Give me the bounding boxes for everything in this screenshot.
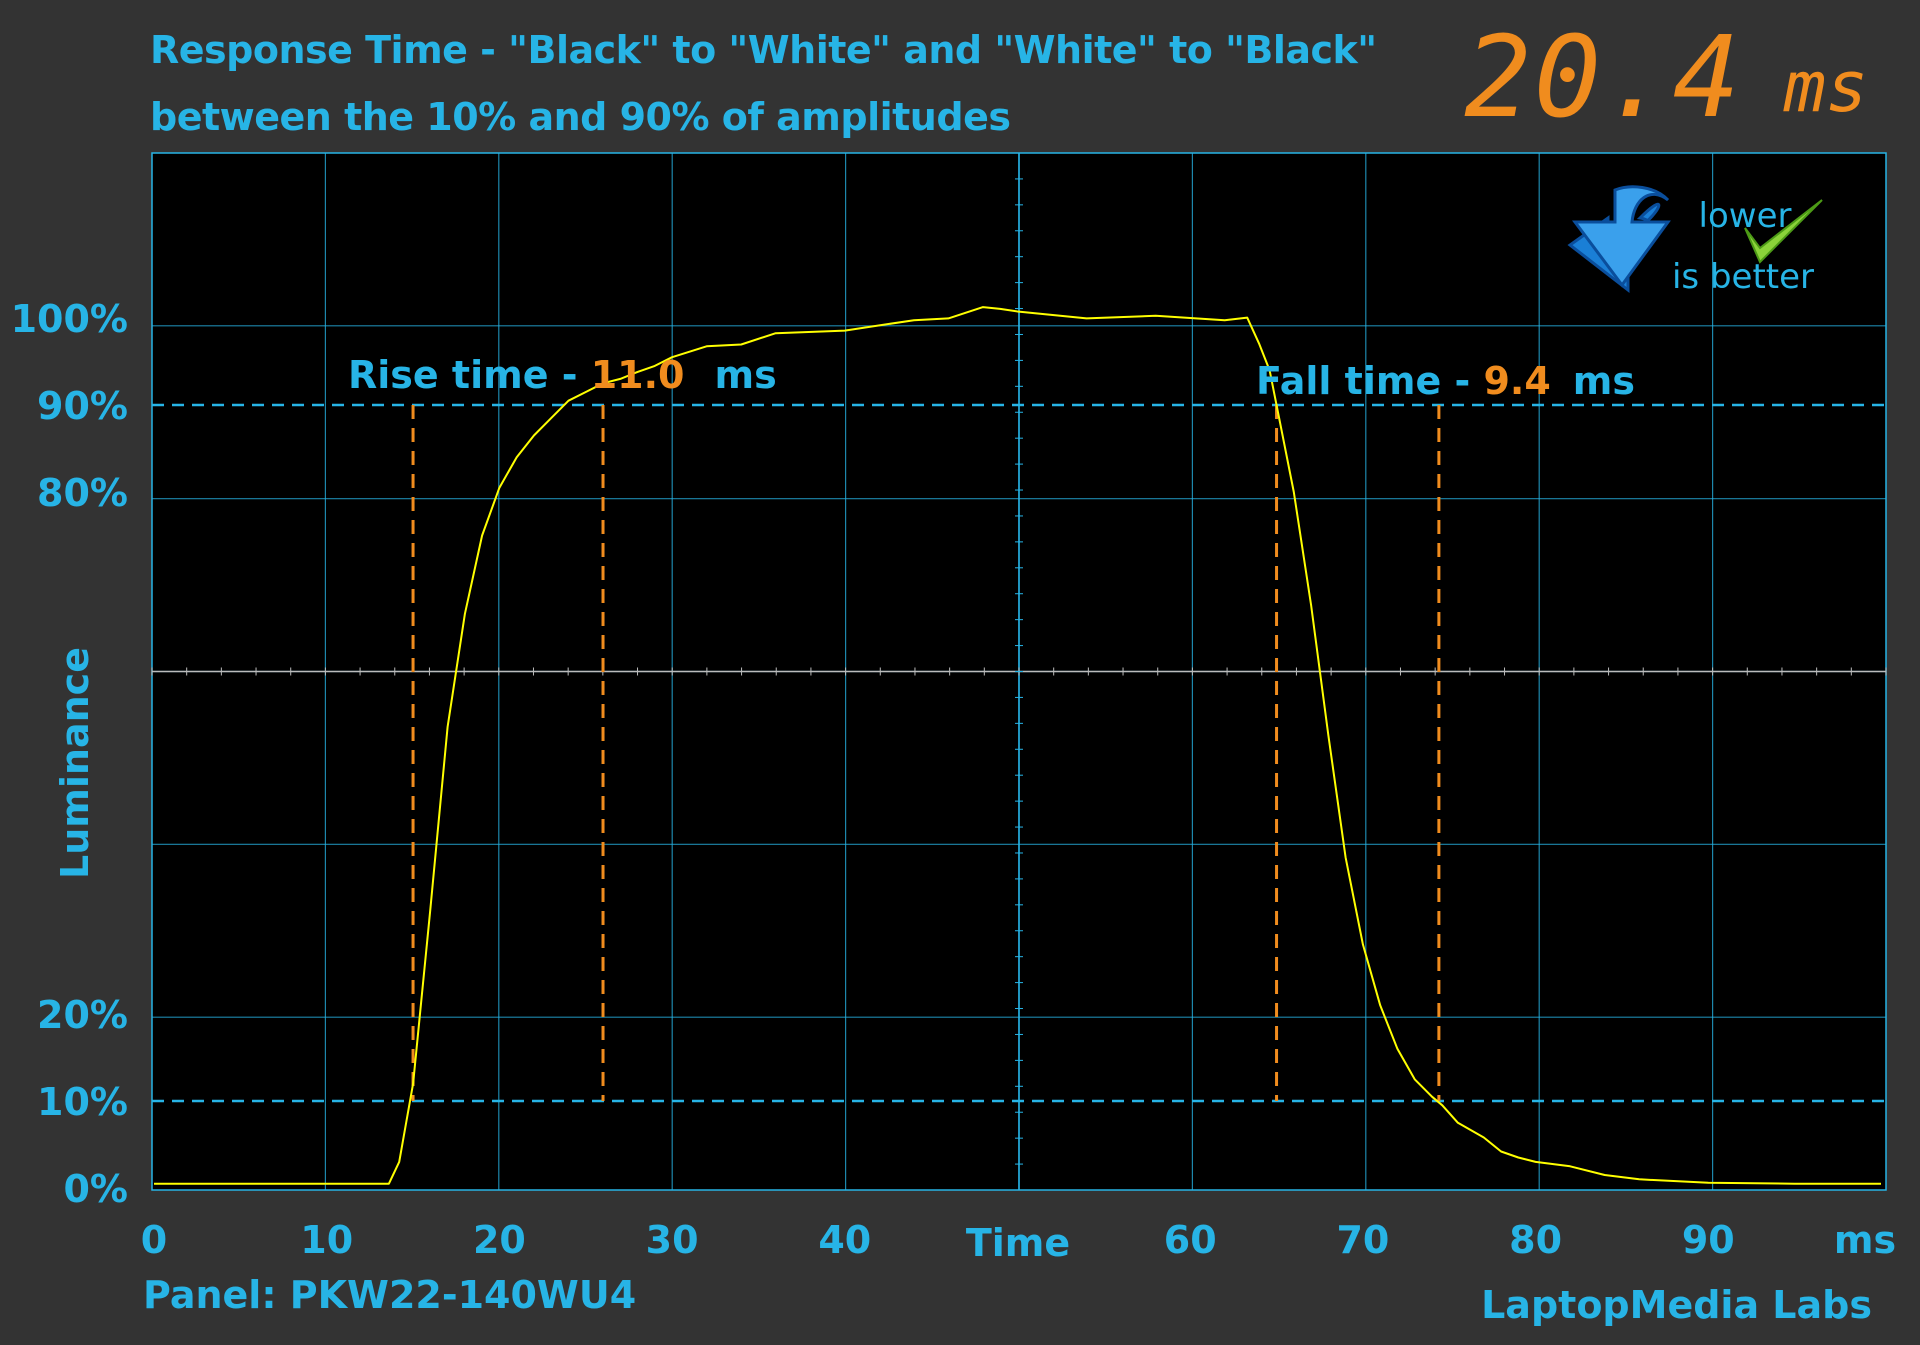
- total-response-readout: 20.4: [1464, 13, 1742, 143]
- x-tick-label: 30: [646, 1218, 699, 1262]
- x-tick-label: 10: [300, 1218, 353, 1262]
- fall-time-value: 9.4: [1483, 359, 1550, 403]
- y-tick-label: 20%: [37, 993, 128, 1037]
- trace-line-0: [154, 306, 1881, 1185]
- x-axis-title: Time: [966, 1221, 1070, 1265]
- credit-label: LaptopMedia Labs: [1481, 1283, 1872, 1327]
- y-tick-label: 10%: [37, 1080, 128, 1124]
- x-tick-label: 90: [1682, 1218, 1735, 1262]
- chart-title: Response Time - "Black" to "White" and "…: [150, 28, 1377, 72]
- y-tick-label: 0%: [63, 1167, 128, 1211]
- down-arrow-icon: [1567, 185, 1671, 294]
- panel-label: Panel: PKW22-140WU4: [143, 1273, 637, 1317]
- fall-time-unit: ms: [1573, 359, 1635, 403]
- chart-subtitle: between the 10% and 90% of amplitudes: [150, 95, 1011, 139]
- y-tick-label: 90%: [37, 384, 128, 428]
- rise-time-label: Rise time - 11.0 ms: [348, 353, 777, 397]
- checkmark-icon: [1744, 199, 1823, 264]
- arrow-head: [1572, 185, 1671, 288]
- fall-time-label: Fall time - 9.4 ms: [1256, 359, 1635, 403]
- x-tick-label: 0: [141, 1218, 167, 1262]
- x-tick-label: 20: [473, 1218, 526, 1262]
- total-response-unit: ms: [1783, 46, 1868, 128]
- rise-time-unit: ms: [714, 353, 776, 397]
- y-axis-title: Luminance: [53, 647, 97, 879]
- x-tick-label: 80: [1509, 1218, 1562, 1262]
- fall-time-caption: Fall time -: [1256, 359, 1483, 403]
- rise-time-caption: Rise time -: [348, 353, 591, 397]
- x-tick-label: 70: [1336, 1218, 1389, 1262]
- badge-line2: is better: [1672, 257, 1814, 297]
- x-tick-label: 60: [1164, 1218, 1217, 1262]
- rise-time-value: 11.0: [591, 353, 685, 397]
- x-axis-unit: ms: [1834, 1218, 1896, 1262]
- badge-line1: lower: [1699, 196, 1792, 236]
- y-tick-label: 100%: [11, 297, 128, 341]
- x-tick-label: 40: [818, 1218, 871, 1262]
- y-tick-label: 80%: [37, 471, 128, 515]
